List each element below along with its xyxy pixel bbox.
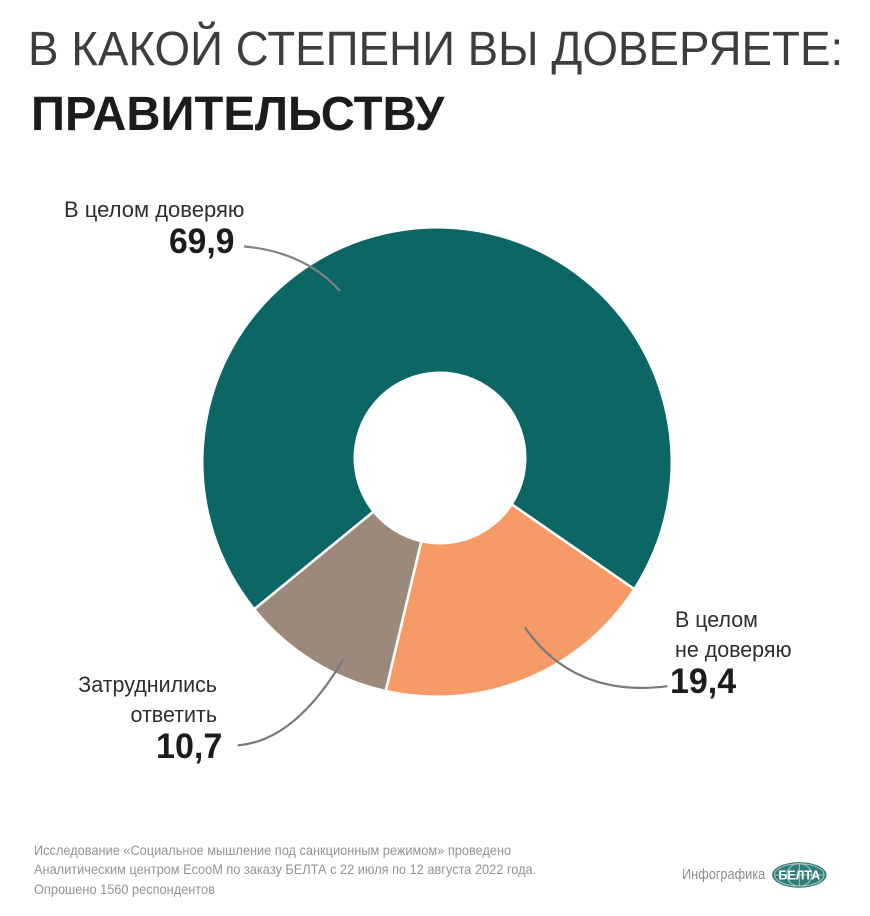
svg-text:БЕЛТА: БЕЛТА bbox=[778, 869, 820, 883]
